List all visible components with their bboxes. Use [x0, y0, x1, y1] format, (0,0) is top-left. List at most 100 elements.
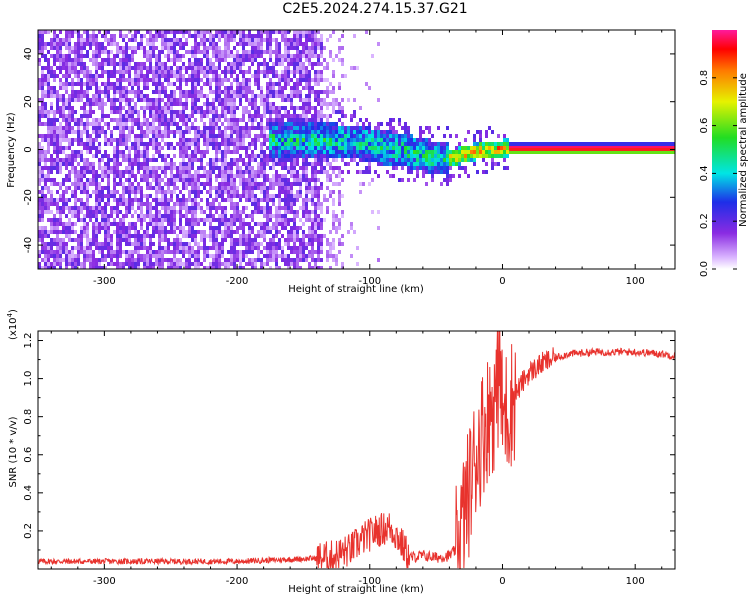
heatmap-cell [374, 126, 377, 130]
heatmap-cell [251, 114, 254, 118]
heatmap-cell [290, 62, 293, 66]
heatmap-cell [236, 206, 239, 210]
heatmap-cell [164, 122, 167, 126]
heatmap-cell [53, 182, 56, 186]
heatmap-cell [44, 46, 47, 50]
heatmap-cell [311, 250, 314, 254]
heatmap-cell [302, 198, 305, 202]
heatmap-cell [317, 54, 320, 58]
heatmap-cell [137, 118, 140, 122]
heatmap-cell [92, 122, 95, 126]
heatmap-cell [197, 250, 200, 254]
heatmap-cell [116, 190, 119, 194]
heatmap-cell [362, 130, 365, 134]
heatmap-cell [194, 254, 197, 258]
heatmap-cell [209, 174, 212, 178]
heatmap-cell [278, 126, 281, 130]
heatmap-cell [173, 46, 176, 50]
heatmap-cell [131, 182, 134, 186]
heatmap-cell [305, 246, 308, 250]
heatmap-cell [155, 114, 158, 118]
heatmap-cell [173, 222, 176, 226]
heatmap-cell [398, 158, 401, 162]
heatmap-cell [53, 46, 56, 50]
heatmap-cell [242, 130, 245, 134]
heatmap-cell [173, 94, 176, 98]
heatmap-cell [338, 202, 341, 206]
heatmap-cell [332, 102, 335, 106]
heatmap-cell [251, 230, 254, 234]
heatmap-cell [245, 70, 248, 74]
heatmap-cell [170, 30, 173, 34]
heatmap-cell [101, 102, 104, 106]
heatmap-cell [59, 142, 62, 146]
heatmap-cell [326, 94, 329, 98]
heatmap-cell [92, 62, 95, 66]
heatmap-cell [185, 106, 188, 110]
heatmap-cell [164, 114, 167, 118]
heatmap-cell [212, 38, 215, 42]
heatmap-cell [290, 46, 293, 50]
heatmap-cell [377, 134, 380, 138]
heatmap-cell [146, 250, 149, 254]
heatmap-cell [242, 114, 245, 118]
heatmap-cell [116, 54, 119, 58]
heatmap-cell [113, 186, 116, 190]
heatmap-cell [380, 130, 383, 134]
heatmap-cell [95, 54, 98, 58]
heatmap-cell [287, 242, 290, 246]
heatmap-cell [350, 154, 353, 158]
heatmap-cell [206, 78, 209, 82]
heatmap-cell [326, 106, 329, 110]
heatmap-cell [110, 42, 113, 46]
heatmap-cell [158, 118, 161, 122]
heatmap-cell [59, 242, 62, 246]
heatmap-cell [179, 210, 182, 214]
heatmap-cell [209, 202, 212, 206]
heatmap-cell [311, 142, 314, 146]
heatmap-cell [254, 194, 257, 198]
heatmap-cell [308, 214, 311, 218]
heatmap-cell [296, 158, 299, 162]
heatmap-cell [443, 134, 446, 138]
heatmap-cell [155, 130, 158, 134]
heatmap-cell [98, 162, 101, 166]
heatmap-cell [173, 134, 176, 138]
heatmap-cell [242, 30, 245, 34]
heatmap-cell [242, 234, 245, 238]
heatmap-cell [251, 218, 254, 222]
heatmap-cell [65, 198, 68, 202]
heatmap-cell [164, 170, 167, 174]
heatmap-cell [206, 178, 209, 182]
heatmap-cell [251, 250, 254, 254]
heatmap-cell [236, 202, 239, 206]
heatmap-cell [152, 138, 155, 142]
heatmap-cell [275, 262, 278, 266]
heatmap-cell [326, 258, 329, 262]
heatmap-cell [251, 38, 254, 42]
heatmap-cell [230, 50, 233, 54]
heatmap-cell [260, 98, 263, 102]
heatmap-cell [122, 158, 125, 162]
heatmap-cell [308, 118, 311, 122]
heatmap-cell [158, 250, 161, 254]
heatmap-cell [257, 30, 260, 34]
heatmap-cell [284, 182, 287, 186]
heatmap-cell [83, 174, 86, 178]
heatmap-cell [269, 34, 272, 38]
heatmap-cell [80, 186, 83, 190]
heatmap-cell [473, 150, 476, 154]
heatmap-cell [86, 190, 89, 194]
heatmap-cell [80, 242, 83, 246]
heatmap-cell [176, 226, 179, 230]
heatmap-cell [131, 234, 134, 238]
heatmap-cell [410, 146, 413, 150]
heatmap-cell [110, 246, 113, 250]
heatmap-cell [464, 158, 467, 162]
heatmap-cell [122, 262, 125, 266]
heatmap-cell [290, 218, 293, 222]
heatmap-cell [74, 46, 77, 50]
heatmap-cell [236, 106, 239, 110]
heatmap-cell [146, 186, 149, 190]
heatmap-cell [275, 158, 278, 162]
